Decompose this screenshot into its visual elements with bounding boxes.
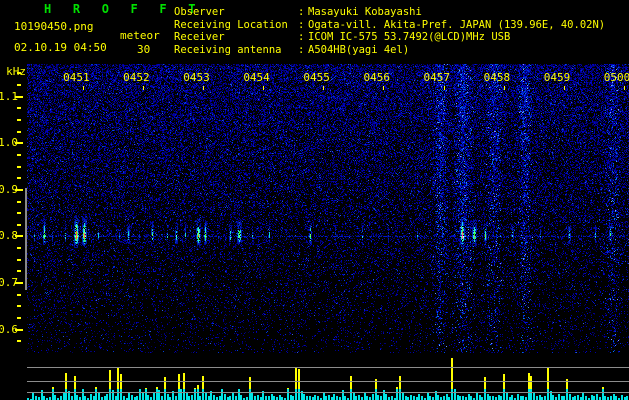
metadata-key: Receiving Location: [174, 18, 288, 31]
y-axis-tick: [15, 235, 23, 238]
x-axis-tick: [563, 86, 565, 90]
y-axis-minor-tick: [17, 223, 21, 226]
x-axis-tick: [203, 86, 205, 90]
y-axis-tick: [15, 142, 23, 145]
amplitude-strip-chart: [27, 355, 629, 400]
y-axis-minor-tick: [17, 293, 21, 296]
x-axis-label: 0455: [303, 71, 330, 84]
x-axis-tick: [503, 86, 505, 90]
y-axis-minor-tick: [17, 317, 21, 320]
x-axis-label: 0457: [423, 71, 451, 84]
metadata-key: Receiving antenna: [174, 43, 282, 56]
spectrogram-canvas: [27, 64, 629, 353]
metadata-row: Receiver: ICOM IC-575 53.7492(@LCD)MHz US…: [174, 31, 605, 44]
metadata-block: Observer: Masayuki Kobayashi Receiving Loc…: [174, 6, 605, 56]
x-axis-tick: [143, 86, 145, 90]
x-axis-label: 0459: [543, 71, 571, 84]
x-axis-label: 0500: [603, 71, 629, 84]
y-axis-minor-tick: [17, 130, 21, 133]
y-axis-label: 0.9: [0, 182, 18, 196]
y-axis-minor-tick: [17, 72, 21, 75]
x-axis-label: 0452: [123, 71, 150, 84]
y-axis-label: 1.0: [0, 136, 18, 150]
strip-gridline: [27, 381, 629, 382]
x-axis-label: 0453: [183, 71, 210, 84]
y-axis-minor-tick: [17, 270, 21, 273]
meteor-count-value: 30: [137, 43, 151, 56]
metadata-key: Receiver: [174, 31, 225, 44]
x-axis-tick: [323, 86, 325, 90]
x-axis-tick: [623, 86, 625, 90]
y-axis-tick: [15, 95, 23, 98]
metadata-colon: :: [298, 31, 305, 44]
header-panel: H R O F F T 10190450.png 02.10.19 04:50 …: [0, 0, 629, 62]
filename-label: 10190450.png: [14, 20, 94, 33]
x-axis-label: 0451: [63, 71, 90, 84]
metadata-colon: :: [298, 18, 305, 31]
y-axis-label: 1.1: [0, 89, 18, 103]
metadata-value: Ogata-vill. Akita-Pref. JAPAN (139.96E, …: [308, 18, 606, 31]
y-axis-minor-tick: [17, 340, 21, 343]
metadata-row: Receiving antenna: A504HB(yagi 4el): [174, 44, 605, 57]
x-axis-label: 0456: [363, 71, 390, 84]
x-axis-tick: [383, 86, 385, 90]
x-axis-tick: [83, 86, 85, 90]
y-axis-minor-tick: [17, 107, 21, 110]
y-axis-unit-label: kHz: [0, 66, 26, 77]
y-axis-minor-tick: [17, 83, 21, 86]
spectrogram-waterfall: [27, 64, 629, 353]
strip-gridline: [27, 367, 629, 368]
metadata-value: Masayuki Kobayashi: [308, 6, 422, 18]
y-axis-label: 0.8: [0, 229, 18, 243]
app-title: H R O F F T: [44, 2, 203, 16]
y-axis-minor-tick: [17, 165, 21, 168]
y-axis-minor-tick: [17, 212, 21, 215]
y-axis-minor-tick: [17, 258, 21, 261]
y-axis-minor-tick: [17, 118, 21, 121]
amplitude-strip-canvas: [27, 355, 629, 400]
y-axis-minor-tick: [17, 247, 21, 250]
y-axis-label: 0.7: [0, 276, 18, 290]
metadata-row: Observer: Masayuki Kobayashi: [174, 6, 605, 19]
y-axis-minor-tick: [17, 177, 21, 180]
x-axis-tick: [443, 86, 445, 90]
x-axis-label: 0454: [243, 71, 270, 84]
y-axis-tick: [15, 328, 23, 331]
datestamp-label: 02.10.19 04:50: [14, 41, 107, 54]
metadata-value: ICOM IC-575 53.7492(@LCD)MHz USB: [308, 31, 511, 44]
strip-gridline: [27, 392, 629, 393]
metadata-row: Receiving Location: Ogata-vill. Akita-Pre…: [174, 19, 605, 32]
y-axis-tick: [15, 282, 23, 285]
metadata-key: Observer: [174, 6, 225, 18]
x-axis-tick: [263, 86, 265, 90]
meteor-count-label: meteor: [120, 29, 160, 42]
y-axis-label: 0.6: [0, 322, 18, 336]
metadata-colon: :: [298, 6, 305, 18]
y-axis-guide-line: [25, 187, 27, 291]
y-axis-minor-tick: [17, 200, 21, 203]
metadata-colon: :: [298, 43, 305, 56]
y-axis-minor-tick: [17, 153, 21, 156]
metadata-value: A504HB(yagi 4el): [308, 43, 410, 56]
y-axis-minor-tick: [17, 305, 21, 308]
y-axis-tick: [15, 188, 23, 191]
x-axis-label: 0458: [483, 71, 511, 84]
